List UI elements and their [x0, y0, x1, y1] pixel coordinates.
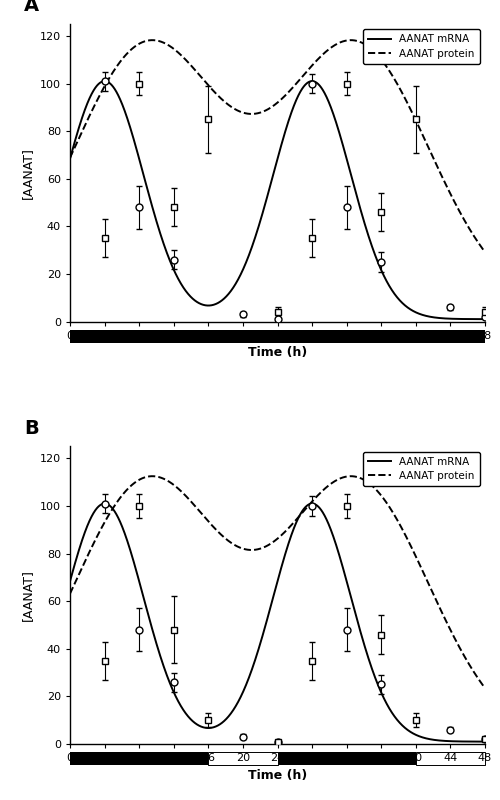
Legend: AANAT mRNA, AANAT protein: AANAT mRNA, AANAT protein — [363, 452, 480, 486]
Bar — [416, 752, 485, 766]
Y-axis label: [AANAT]: [AANAT] — [22, 570, 35, 621]
Bar — [278, 752, 416, 766]
X-axis label: Time (h): Time (h) — [248, 769, 307, 782]
Legend: AANAT mRNA, AANAT protein: AANAT mRNA, AANAT protein — [363, 30, 480, 64]
Y-axis label: [AANAT]: [AANAT] — [22, 147, 35, 198]
Bar — [70, 752, 208, 766]
Text: A: A — [24, 0, 40, 15]
X-axis label: Time (h): Time (h) — [248, 346, 307, 359]
Bar — [70, 330, 485, 343]
Bar — [208, 752, 278, 766]
Text: B: B — [24, 418, 39, 438]
